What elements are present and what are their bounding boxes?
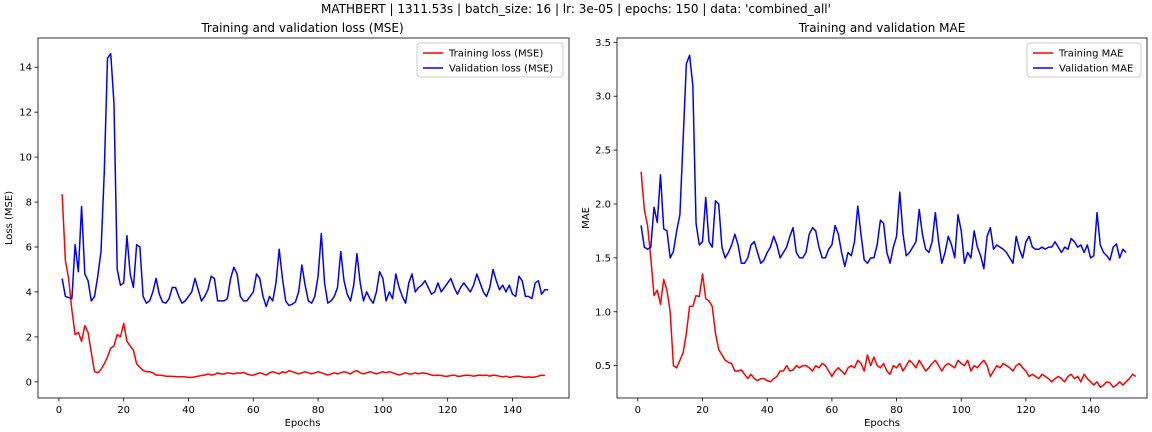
x-tick-label: 0 (635, 405, 641, 416)
series-line-training (640, 171, 1137, 388)
loss-chart-title: Training and validation loss (MSE) (200, 21, 403, 35)
loss-chart-frame (37, 37, 570, 399)
loss-chart-ylabel: Loss (MSE) (4, 191, 15, 245)
y-tick-label: 1.5 (595, 253, 611, 264)
x-tick-label: 80 (890, 405, 903, 416)
x-tick-label: 60 (826, 405, 839, 416)
loss-chart-legend: Training loss (MSE) Validation loss (MSE) (416, 42, 564, 78)
y-tick-label: 8 (26, 198, 32, 209)
x-tick-label: 40 (182, 405, 195, 416)
legend-label: Validation MAE (1059, 64, 1133, 75)
x-tick-label: 0 (56, 405, 62, 416)
series-line-validation (640, 54, 1127, 270)
y-tick-label: 2.0 (595, 199, 611, 210)
legend-box (1026, 42, 1142, 78)
x-tick-label: 20 (117, 405, 130, 416)
figure-suptitle: MATHBERT | 1311.53s | batch_size: 16 | l… (321, 2, 831, 16)
y-tick-label: 12 (19, 108, 32, 119)
y-tick-label: 0 (26, 377, 32, 388)
x-tick-label: 100 (373, 405, 392, 416)
loss-chart: Training and validation loss (MSE) 0 20 40… (4, 21, 570, 429)
x-tick-label: 120 (438, 405, 457, 416)
y-tick-label: 4 (26, 287, 32, 298)
y-tick-label: 3.0 (595, 92, 611, 103)
series-line-training (61, 194, 545, 379)
y-tick-label: 3.5 (595, 38, 611, 49)
x-tick-label: 40 (761, 405, 774, 416)
mae-chart-ticks: 0 20 40 60 80 100 120 140 0.5 1.0 1.5 2.0 2.5 3.0 3.5 (595, 38, 1100, 416)
legend-label: Validation loss (MSE) (449, 64, 553, 75)
x-tick-label: 80 (312, 405, 325, 416)
mae-chart-title: Training and validation MAE (798, 21, 966, 35)
mae-chart-xlabel: Epochs (864, 418, 900, 429)
loss-chart-ticks: 0 20 40 60 80 100 120 140 0 2 4 6 8 10 12 14 (19, 63, 522, 416)
x-tick-label: 100 (952, 405, 971, 416)
mae-chart-ylabel: MAE (581, 207, 592, 229)
mae-chart-lines (640, 54, 1137, 388)
legend-label: Training loss (MSE) (448, 49, 543, 60)
x-tick-label: 20 (696, 405, 709, 416)
legend-box (416, 42, 564, 78)
y-tick-label: 2.5 (595, 146, 611, 157)
x-tick-label: 140 (1081, 405, 1100, 416)
loss-chart-xlabel: Epochs (285, 418, 321, 429)
y-tick-label: 6 (26, 242, 32, 253)
y-tick-label: 10 (19, 153, 32, 164)
series-line-validation (61, 52, 549, 308)
y-tick-label: 14 (19, 63, 32, 74)
x-tick-label: 140 (503, 405, 522, 416)
legend-label: Training MAE (1058, 49, 1123, 60)
loss-chart-lines (61, 52, 549, 379)
mae-chart: Training and validation MAE 0 20 40 60 80 100… (581, 21, 1148, 429)
y-tick-label: 2 (26, 332, 32, 343)
x-tick-label: 120 (1016, 405, 1035, 416)
mae-chart-legend: Training MAE Validation MAE (1026, 42, 1142, 78)
mae-chart-frame (616, 37, 1148, 399)
y-tick-label: 0.5 (595, 361, 611, 372)
x-tick-label: 60 (247, 405, 260, 416)
y-tick-label: 1.0 (595, 307, 611, 318)
